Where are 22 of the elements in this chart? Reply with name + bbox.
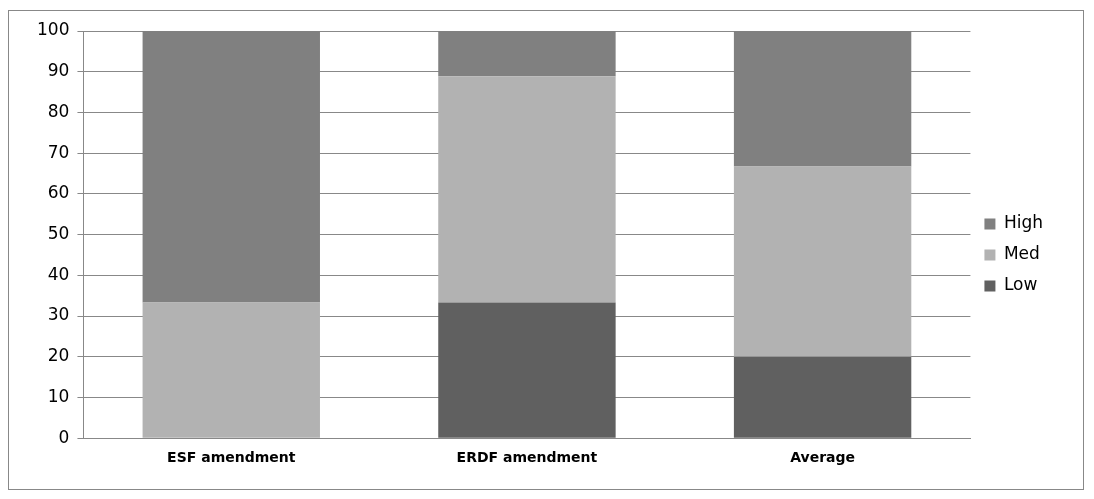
y-tick-label: 20 (47, 345, 70, 366)
y-tick-label: 70 (47, 141, 70, 162)
y-tick-label: 80 (47, 100, 70, 121)
bar (438, 76, 616, 303)
legend-label: Med (1003, 243, 1040, 264)
y-tick-label: 0 (58, 426, 70, 447)
bar (438, 302, 616, 438)
bar (142, 302, 320, 438)
x-tick-label: ESF amendment (167, 449, 296, 466)
y-tick-label: 10 (47, 385, 70, 406)
bar (733, 166, 912, 357)
x-tick-label: Average (790, 449, 856, 466)
y-tick-label: 60 (47, 182, 70, 203)
x-tick-label: ERDF amendment (456, 449, 598, 466)
y-tick-label: 100 (36, 19, 70, 40)
y-tick-label: 30 (47, 304, 70, 325)
bar (733, 356, 912, 438)
y-tick-label: 90 (47, 60, 70, 81)
legend-label: Low (1003, 274, 1038, 295)
legend-label: High (1003, 212, 1044, 233)
y-tick-label: 40 (47, 263, 70, 284)
y-tick-label: 50 (47, 223, 70, 244)
